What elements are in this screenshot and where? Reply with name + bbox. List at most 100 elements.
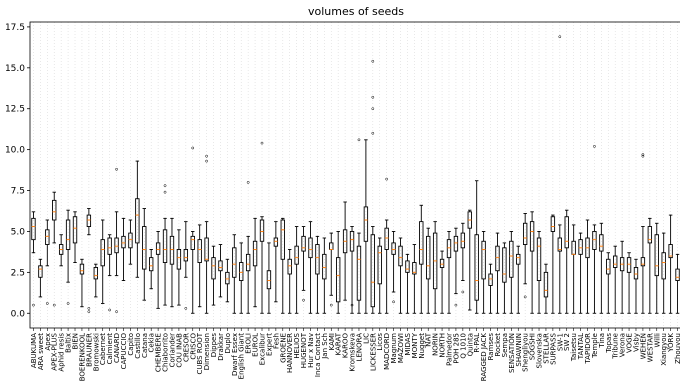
box bbox=[114, 237, 119, 254]
outlier-point bbox=[115, 310, 118, 313]
x-tick-label: LICKESSER bbox=[369, 333, 377, 371]
outlier-point bbox=[461, 290, 465, 294]
x-tick-label: Slovenska bbox=[536, 333, 544, 368]
x-tick-label: HELIOS bbox=[293, 332, 301, 358]
x-tick-label: TANTAL bbox=[577, 333, 585, 360]
x-tick-label: MONTY bbox=[411, 332, 419, 358]
box bbox=[190, 235, 195, 250]
x-tick-label: Jan Sch bbox=[321, 333, 329, 360]
box bbox=[107, 237, 112, 255]
box bbox=[259, 219, 265, 242]
x-tick-label: Duplo bbox=[224, 333, 232, 354]
box bbox=[232, 247, 237, 278]
outlier-point bbox=[115, 167, 118, 171]
x-tick-label: Drakkar bbox=[217, 333, 225, 361]
x-tick-label: Magnum bbox=[390, 333, 398, 364]
x-tick-label: EROLI bbox=[245, 333, 253, 354]
outlier-point bbox=[454, 303, 458, 307]
box bbox=[564, 216, 569, 249]
outlier-point bbox=[191, 146, 195, 150]
box bbox=[661, 252, 666, 280]
x-tick-label: KAMI bbox=[328, 333, 336, 350]
box bbox=[135, 198, 140, 244]
box bbox=[121, 235, 126, 249]
outlier-point bbox=[641, 154, 645, 158]
x-tick-label: Nugget bbox=[418, 333, 426, 359]
x-tick-label: Tribune bbox=[612, 333, 620, 360]
x-tick-label: YORK bbox=[667, 333, 675, 353]
box bbox=[336, 257, 341, 303]
box bbox=[536, 237, 542, 281]
box bbox=[606, 258, 611, 275]
x-tick-label: Dimension bbox=[203, 333, 211, 370]
x-tick-label: Tina bbox=[598, 333, 606, 349]
x-tick-label: WEHEN bbox=[639, 333, 647, 359]
x-tick-label: LIC bbox=[362, 333, 370, 344]
box bbox=[647, 226, 653, 244]
x-tick-label: SENSATION bbox=[508, 333, 516, 373]
box bbox=[322, 253, 327, 280]
box bbox=[176, 249, 182, 270]
outlier-point bbox=[163, 190, 167, 194]
box bbox=[204, 237, 209, 262]
box bbox=[398, 245, 403, 267]
box bbox=[169, 235, 175, 265]
x-tick-label: Castillo bbox=[134, 333, 142, 359]
outlier-point bbox=[371, 95, 375, 99]
outlier-point bbox=[45, 302, 49, 305]
x-tick-label: Zhouyou bbox=[674, 333, 680, 364]
outlier-point bbox=[371, 131, 375, 135]
x-tick-label: CHEMBERE bbox=[155, 333, 163, 372]
x-tick-label: Kromskeva bbox=[349, 333, 357, 372]
x-tick-label: LENORA bbox=[355, 333, 363, 362]
box bbox=[592, 231, 597, 250]
x-tick-label: CAPUCCIO bbox=[120, 333, 128, 370]
box bbox=[86, 214, 92, 227]
outlier-point bbox=[205, 159, 208, 163]
box bbox=[481, 240, 486, 280]
x-tick-label: Expert bbox=[265, 333, 273, 356]
x-tick-label: Bromowski bbox=[92, 333, 100, 371]
box bbox=[252, 240, 258, 267]
box bbox=[128, 232, 133, 249]
x-tick-label: POH 285 bbox=[452, 333, 460, 364]
x-tick-label: GROENE bbox=[279, 333, 287, 363]
x-tick-label: MIDAS bbox=[404, 332, 412, 355]
x-tick-label: BRAUNER bbox=[85, 333, 93, 367]
outlier-point bbox=[87, 307, 91, 310]
box bbox=[384, 227, 389, 250]
x-tick-label: Inca Contact bbox=[314, 333, 322, 377]
x-tick-label: Apex bbox=[44, 333, 52, 351]
x-tick-label: MAZOWI bbox=[397, 333, 405, 363]
box bbox=[273, 237, 279, 247]
box bbox=[183, 249, 189, 262]
outlier-point bbox=[371, 107, 375, 111]
box bbox=[426, 235, 431, 280]
box bbox=[446, 239, 452, 259]
outlier-point bbox=[246, 181, 250, 184]
x-tick-label: CRESOR bbox=[182, 333, 190, 362]
box bbox=[405, 260, 410, 273]
box bbox=[93, 267, 98, 280]
box bbox=[287, 258, 292, 275]
box bbox=[613, 255, 618, 268]
box bbox=[301, 235, 306, 252]
x-tick-label: KARAT bbox=[335, 332, 343, 355]
y-tick-label: 15.0 bbox=[5, 64, 25, 74]
box bbox=[578, 239, 583, 255]
box bbox=[72, 216, 78, 244]
x-tick-label: Rocket bbox=[494, 333, 502, 357]
outlier-point bbox=[163, 184, 167, 187]
x-tick-label: Sempa bbox=[501, 333, 509, 357]
box bbox=[543, 271, 549, 298]
x-tick-label: R-PAL bbox=[473, 333, 481, 353]
outlier-point bbox=[392, 300, 395, 304]
x-tick-label: Cekia bbox=[148, 333, 156, 352]
box bbox=[522, 222, 528, 245]
x-tick-label: Shengliyou bbox=[522, 333, 530, 372]
box bbox=[294, 245, 299, 265]
x-tick-label: Excalibur bbox=[259, 333, 267, 365]
box bbox=[162, 229, 168, 263]
box bbox=[31, 217, 36, 241]
outlier-point bbox=[66, 302, 70, 305]
